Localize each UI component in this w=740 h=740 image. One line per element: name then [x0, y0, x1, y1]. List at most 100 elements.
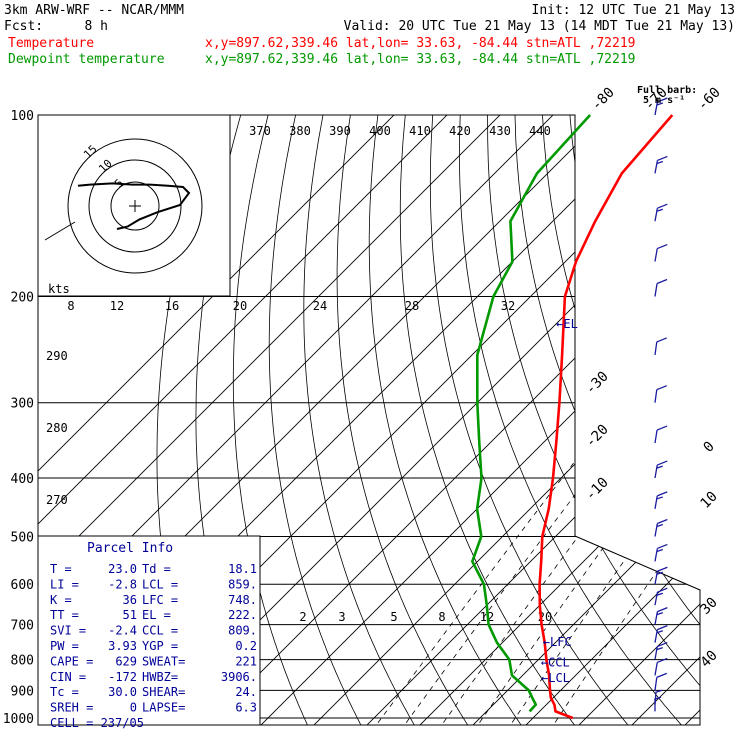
pressure-tick-label: 600 — [11, 578, 34, 593]
theta-label: 380 — [289, 124, 311, 138]
dry-adiabat-line — [621, 115, 700, 725]
model-title: 3km ARW-WRF -- NCAR/MMM — [4, 3, 184, 18]
mixing-ratio-label: 8 — [438, 610, 445, 624]
dry-adiabat-line — [674, 115, 700, 725]
wind-barb — [654, 566, 668, 585]
wind-barb — [654, 641, 668, 660]
theta-label: 280 — [46, 421, 68, 435]
isotherm-line — [678, 115, 700, 725]
forecast-label: Fcst: — [4, 19, 43, 34]
isotherm-line — [201, 115, 700, 725]
mixing-ratio-label: 24 — [313, 299, 327, 313]
pressure-tick-label: 900 — [11, 684, 34, 699]
theta-label: 430 — [489, 124, 511, 138]
parcel-value: 809. — [228, 624, 257, 638]
parcel-value: -2.8 — [108, 577, 137, 591]
dry-adiabat-line — [567, 115, 700, 725]
mixing-ratio-label: 2 — [299, 610, 306, 624]
wind-barb — [654, 385, 668, 403]
mixing-ratio-label: 28 — [405, 299, 419, 313]
mixing-ratio-line — [371, 402, 621, 725]
pressure-tick-label: 300 — [11, 397, 34, 412]
parcel-label: SWEAT= — [142, 654, 185, 668]
parcel-label: LFC = — [142, 593, 178, 607]
parcel-label: Td = — [142, 562, 171, 576]
parcel-value: 51 — [123, 608, 137, 622]
pressure-tick-label: 200 — [11, 291, 34, 306]
header: 3km ARW-WRF -- NCAR/MMM Init: 12 UTC Tue… — [4, 3, 735, 67]
barb-legend: Full barb: 5 m s⁻¹ — [637, 85, 697, 106]
dry-adiabat-line — [336, 115, 472, 725]
isotherm-tick-label: -80 — [589, 85, 618, 114]
pressure-tick-label: 100 — [11, 109, 34, 124]
theta-label: 290 — [46, 349, 68, 363]
theta-label: 440 — [529, 124, 551, 138]
parcel-value: 629 — [115, 654, 137, 668]
parcel-cell-motion: CELL = 237/05 — [50, 716, 144, 730]
wind-barb — [654, 460, 668, 479]
isotherm-line — [625, 115, 700, 725]
auxiliary-labels: 370 380 390 400 410 420 430 440 290 280 270 8 12 16 20… — [46, 124, 552, 624]
isotherm-line — [413, 115, 700, 725]
parcel-value: 0 — [130, 701, 137, 715]
isotherm-tick-label: 30 — [698, 595, 721, 618]
parcel-label: CAPE = — [50, 654, 93, 668]
parcel-value: 0.2 — [235, 639, 257, 653]
dry-adiabat-line — [647, 115, 700, 725]
mixing-ratio-label: 32 — [501, 299, 515, 313]
isotherm-line — [38, 115, 528, 725]
hodograph-unit-label: kts — [48, 282, 70, 296]
level-marker-el: ←EL — [556, 317, 578, 331]
parcel-value: 3906. — [221, 670, 257, 684]
theta-label: 400 — [369, 124, 391, 138]
profiles — [471, 114, 674, 720]
level-marker-lcl: ←LCL — [541, 671, 570, 685]
hodograph-trace — [77, 182, 191, 230]
temperature-profile — [538, 114, 674, 720]
mixing-ratio-label: 20 — [233, 299, 247, 313]
isotherm-line — [519, 115, 700, 725]
isotherm-line — [572, 115, 700, 725]
parcel-value: 18.1 — [228, 562, 257, 576]
parcel-label: PW = — [50, 639, 79, 653]
parcel-label: SREH = — [50, 701, 93, 715]
dewpoint-location: x,y=897.62,339.46 lat,lon= 33.63, -84.44… — [205, 52, 635, 67]
parcel-label: CIN = — [50, 670, 86, 684]
hodograph-ring — [110, 181, 160, 231]
wind-barb — [654, 337, 668, 356]
barb-legend-unit: 5 m s⁻¹ — [643, 95, 685, 106]
parcel-value: 30.0 — [108, 685, 137, 699]
pressure-tick-label: 400 — [11, 472, 34, 487]
wind-barb — [654, 97, 668, 116]
pressure-tick-label: 1000 — [3, 712, 34, 727]
isotherm-line — [254, 115, 700, 725]
parcel-value: 6.3 — [235, 701, 257, 715]
level-marker-ccl: ←CCL — [541, 655, 570, 669]
isotherm-line — [38, 115, 422, 725]
barb-legend-title: Full barb: — [637, 85, 697, 96]
isotherm-tick-label: -10 — [583, 475, 612, 504]
parcel-label: LCL = — [142, 577, 178, 591]
parcel-value: 222. — [228, 608, 257, 622]
parcel-info-rows: T = 23.0 Td = 18.1 LI = -2.8 LCL = 859. K = 36 LFC… — [50, 562, 257, 730]
mixing-ratio-line — [506, 402, 700, 725]
theta-label: 390 — [329, 124, 351, 138]
theta-label: 410 — [409, 124, 431, 138]
hodograph-ring — [88, 159, 182, 253]
pressure-axis: 100 200 300 400 500 600 700 800 900 1000 — [3, 109, 34, 727]
wind-barb — [654, 657, 668, 676]
hodograph-origin — [129, 200, 141, 212]
init-time: Init: 12 UTC Tue 21 May 13 — [532, 3, 736, 18]
parcel-label: SVI = — [50, 624, 86, 638]
temperature-legend: Temperature — [8, 36, 94, 51]
parcel-info-panel: Parcel Info T = 23.0 Td = 18.1 LI = -2.8 LCL =… — [37, 535, 261, 730]
dry-adiabat-line — [399, 115, 580, 725]
temperature-location: x,y=897.62,339.46 lat,lon= 33.63, -84.44… — [205, 36, 635, 51]
parcel-value: -172 — [108, 670, 137, 684]
wind-barbs — [654, 97, 668, 712]
wind-barb — [654, 155, 668, 174]
